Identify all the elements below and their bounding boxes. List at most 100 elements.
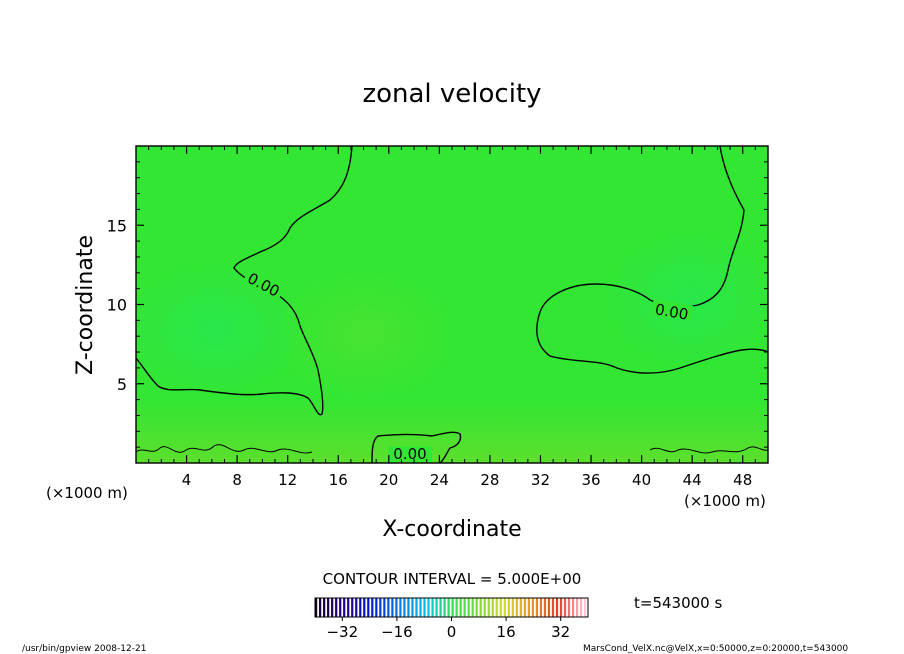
footer-left: /usr/bin/gpview 2008-12-21 xyxy=(22,644,146,654)
field-shade-right xyxy=(600,225,768,375)
colorbar-segment xyxy=(411,598,414,617)
colorbar-segment xyxy=(543,598,547,617)
colorbar-segment xyxy=(335,598,338,617)
time-label: t=543000 s xyxy=(634,594,722,612)
contour-interval-text: CONTOUR INTERVAL = 5.000E+00 xyxy=(323,570,582,588)
colorbar-segment xyxy=(315,598,318,617)
y-tick-label: 5 xyxy=(117,375,127,394)
colorbar-segment xyxy=(403,598,406,617)
colorbar-segment xyxy=(407,598,410,617)
colorbar-segment xyxy=(559,598,563,617)
colorbar-segment xyxy=(347,598,350,617)
colorbar-segment xyxy=(531,598,535,617)
colorbar-segment xyxy=(499,598,502,617)
colorbar-segment xyxy=(439,598,442,617)
x-tick-label: 8 xyxy=(232,471,242,489)
contour-line-right xyxy=(536,146,768,374)
y-axis-label: Z-coordinate xyxy=(73,235,98,375)
colorbar-tick-label: 16 xyxy=(497,623,516,641)
contour-lines xyxy=(136,146,768,463)
colorbar-segment xyxy=(327,598,330,617)
colorbar-segment xyxy=(511,598,514,617)
colorbar-segment xyxy=(351,598,354,617)
colorbar-segment xyxy=(459,598,462,617)
colorbar-segment xyxy=(383,598,386,617)
x-tick-label: 16 xyxy=(329,471,348,489)
colorbar-segment xyxy=(455,598,458,617)
x-axis-ticks: 4 8 12 16 20 24 28 32 36 40 44 48 xyxy=(148,146,756,489)
x-tick-label: 36 xyxy=(581,471,600,489)
colorbar-segment xyxy=(419,598,422,617)
colorbar-tick-label: −16 xyxy=(381,623,413,641)
x-tick-label: 12 xyxy=(278,471,297,489)
colorbar-segment xyxy=(387,598,390,617)
colorbar-segment xyxy=(435,598,438,617)
y-tick-label: 10 xyxy=(107,296,127,315)
colorbar-segment xyxy=(431,598,434,617)
colorbar-segment xyxy=(507,598,510,617)
colorbar-segment xyxy=(575,598,579,617)
colorbar-segment xyxy=(323,598,326,617)
colorbar-segment xyxy=(547,598,551,617)
colorbar-segment xyxy=(375,598,378,617)
field-shade-left xyxy=(136,260,310,400)
colorbar-segment xyxy=(391,598,394,617)
colorbar-segment xyxy=(523,598,526,617)
colorbar-segment xyxy=(423,598,426,617)
contour-label-right: 0.00 xyxy=(654,300,690,324)
x-unit-label: (×1000 m) xyxy=(684,492,766,510)
colorbar-segment xyxy=(527,598,530,617)
colorbar-segment xyxy=(339,598,342,617)
contour-label-bottom: 0.00 xyxy=(393,445,426,463)
colorbar-segment xyxy=(343,598,346,617)
colorbar-segment xyxy=(399,598,402,617)
colorbar-segment xyxy=(359,598,362,617)
colorbar-segment xyxy=(443,598,446,617)
field-shade-center xyxy=(275,270,455,400)
x-tick-label: 44 xyxy=(683,471,702,489)
contour-line-bottom xyxy=(371,431,462,463)
colorbar-segment xyxy=(551,598,555,617)
x-tick-label: 48 xyxy=(733,471,752,489)
colorbar-segment xyxy=(563,598,567,617)
colorbar-segment xyxy=(467,598,470,617)
colorbar-segment xyxy=(471,598,474,617)
colorbar-segment xyxy=(583,598,587,617)
colorbar-segment xyxy=(363,598,366,617)
colorbar-ticks: −32 −16 0 16 32 xyxy=(326,617,570,641)
chart-title: zonal velocity xyxy=(362,79,541,109)
colorbar-segment xyxy=(427,598,430,617)
footer-right: MarsCond_VelX.nc@VelX,x=0:50000,z=0:2000… xyxy=(583,644,848,654)
contour-line-bottom-noise xyxy=(136,444,768,454)
x-tick-label: 20 xyxy=(379,471,398,489)
x-tick-label: 24 xyxy=(430,471,449,489)
y-axis-ticks: 5 10 15 xyxy=(107,161,768,448)
colorbar-segment xyxy=(371,598,374,617)
colorbar-segment xyxy=(519,598,522,617)
plot-area: 0.00 0.00 0.00 xyxy=(136,146,768,463)
colorbar-segment xyxy=(503,598,506,617)
field-shade-bottom xyxy=(136,400,768,463)
colorbar-segment xyxy=(319,598,322,617)
x-tick-label: 4 xyxy=(182,471,192,489)
colorbar-segment xyxy=(415,598,418,617)
colorbar xyxy=(315,598,587,617)
colorbar-segment xyxy=(447,598,450,617)
colorbar-tick-label: 0 xyxy=(447,623,457,641)
colorbar-segment xyxy=(367,598,370,617)
colorbar-segment xyxy=(487,598,490,617)
colorbar-segment xyxy=(479,598,482,617)
colorbar-segment xyxy=(535,598,539,617)
colorbar-segment xyxy=(331,598,334,617)
y-tick-label: 15 xyxy=(107,216,127,235)
colorbar-segment xyxy=(395,598,398,617)
x-tick-label: 32 xyxy=(531,471,550,489)
colorbar-segment xyxy=(515,598,518,617)
x-axis-label: X-coordinate xyxy=(382,517,521,542)
colorbar-segment xyxy=(495,598,498,617)
colorbar-segment xyxy=(555,598,559,617)
colorbar-segment xyxy=(379,598,382,617)
x-tick-label: 40 xyxy=(632,471,651,489)
colorbar-segment xyxy=(463,598,466,617)
